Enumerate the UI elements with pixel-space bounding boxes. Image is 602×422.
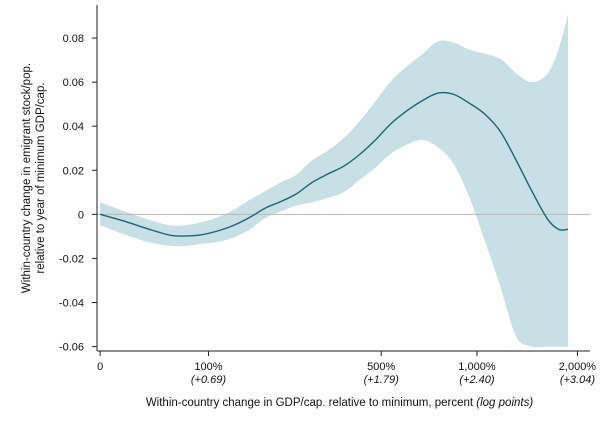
y-tick-label: -0.06 [59, 342, 84, 354]
x-axis-ticks: 0 100%(+0.69) 500%(+1.79) 1,000%(+2.40) 2,00… [97, 351, 596, 386]
y-tick-label: 0.02 [63, 165, 84, 177]
y-axis-ticks: 0.08 0.06 0.04 0.02 0 -0.02 -0.04 -0.06 [59, 33, 97, 354]
y-tick-label: -0.04 [59, 298, 84, 310]
x-axis-title: Within-country change in GDP/cap. relati… [146, 397, 534, 409]
x-axis-title-main: Within-country change in GDP/cap. relati… [146, 397, 474, 409]
x-tick-label: 500% [367, 361, 395, 373]
y-axis-title-line1: Within-country change in emigrant stock/… [21, 63, 33, 293]
x-tick-sublabel: (+3.04) [560, 374, 595, 386]
y-tick-label: 0.04 [63, 121, 84, 133]
x-axis-title-suffix: (log points) [476, 397, 533, 409]
y-tick-label: 0 [78, 209, 84, 221]
y-tick-label: 0.06 [63, 77, 84, 89]
x-tick-label: 2,000% [559, 361, 597, 373]
plot-area [97, 13, 590, 348]
y-axis-title-line2: relative to year of minimum GDP/cap. [35, 82, 47, 273]
x-tick-sublabel: (+0.69) [191, 374, 226, 386]
x-tick-label: 1,000% [458, 361, 496, 373]
estimate-line [99, 91, 569, 237]
x-tick-label: 100% [194, 361, 222, 373]
x-tick-sublabel: (+2.40) [459, 374, 494, 386]
x-tick-label: 0 [97, 361, 103, 373]
confidence-band [100, 13, 569, 348]
y-tick-label: -0.02 [59, 253, 84, 265]
x-tick-sublabel: (+1.79) [364, 374, 399, 386]
y-tick-label: 0.08 [63, 33, 84, 45]
